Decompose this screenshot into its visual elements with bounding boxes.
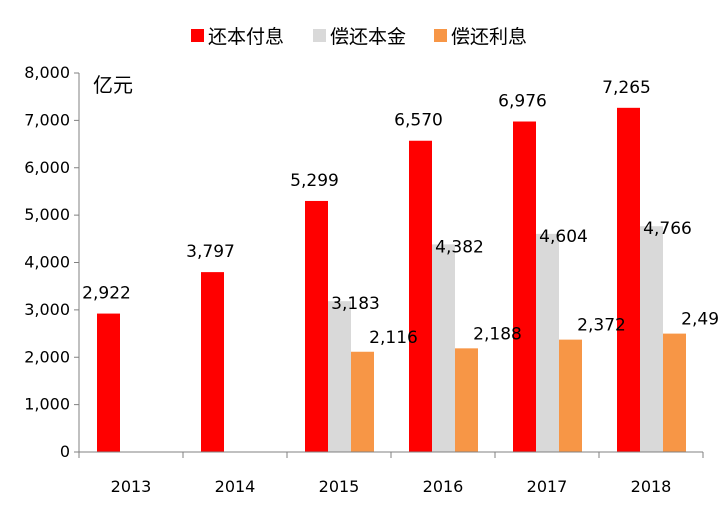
bar xyxy=(536,233,559,452)
x-tick-label: 2014 xyxy=(215,477,256,496)
bar xyxy=(409,140,432,452)
x-tick-label: 2013 xyxy=(111,477,152,496)
y-tick-label: 2,000 xyxy=(24,347,70,366)
data-label: 6,976 xyxy=(498,92,547,112)
bar xyxy=(328,301,351,452)
legend: 还本付息 偿还本金 偿还利息 xyxy=(191,26,527,48)
legend-label: 偿还利息 xyxy=(451,26,527,48)
y-tick-label: 7,000 xyxy=(24,110,70,129)
data-label: 3,797 xyxy=(186,242,235,262)
bars: 2,922 3,797 5,299 6,570 6,976 7,265 3,183 4,382… xyxy=(82,78,720,453)
bar xyxy=(201,272,224,452)
x-tick-label: 2015 xyxy=(319,477,360,496)
bar xyxy=(559,339,582,452)
data-label: 2,372 xyxy=(577,316,626,336)
legend-swatch xyxy=(434,29,447,42)
y-tick-label: 1,000 xyxy=(24,395,70,414)
data-label: 5,299 xyxy=(290,171,339,191)
y-tick-label: 0 xyxy=(60,442,70,461)
y-tick-label: 8,000 xyxy=(24,63,70,82)
data-label: 7,265 xyxy=(602,78,651,98)
y-axis: 0 1,000 2,000 3,000 4,000 5,000 6,000 7,000 8,00… xyxy=(24,63,80,461)
x-axis: 2013 2014 2015 2016 2017 2018 xyxy=(78,451,704,496)
legend-label: 还本付息 xyxy=(208,26,284,48)
data-label: 3,183 xyxy=(331,294,380,314)
data-label: 2,116 xyxy=(369,328,418,348)
y-tick-label: 4,000 xyxy=(24,253,70,272)
y-tick-label: 6,000 xyxy=(24,158,70,177)
x-tick-label: 2016 xyxy=(423,477,464,496)
bar xyxy=(432,244,455,452)
legend-swatch xyxy=(191,29,204,42)
bar xyxy=(663,333,686,452)
bar xyxy=(455,348,478,452)
data-label: 2,499 xyxy=(681,310,720,330)
legend-swatch xyxy=(313,29,326,42)
x-tick-label: 2017 xyxy=(527,477,568,496)
bar xyxy=(617,107,640,453)
bar xyxy=(640,226,663,452)
y-tick-label: 5,000 xyxy=(24,205,70,224)
bar xyxy=(305,200,328,452)
data-label: 4,382 xyxy=(435,237,484,257)
unit-label: 亿元 xyxy=(93,73,133,97)
y-tick-label: 3,000 xyxy=(24,300,70,319)
legend-label: 偿还本金 xyxy=(330,26,406,48)
data-label: 6,570 xyxy=(394,111,443,131)
bar xyxy=(351,351,374,452)
data-label: 2,922 xyxy=(82,284,131,304)
data-label: 2,188 xyxy=(473,324,522,344)
data-label: 4,604 xyxy=(539,227,588,247)
bar xyxy=(97,313,120,452)
bar xyxy=(513,121,536,453)
x-tick-label: 2018 xyxy=(631,477,672,496)
data-label: 4,766 xyxy=(643,219,692,239)
